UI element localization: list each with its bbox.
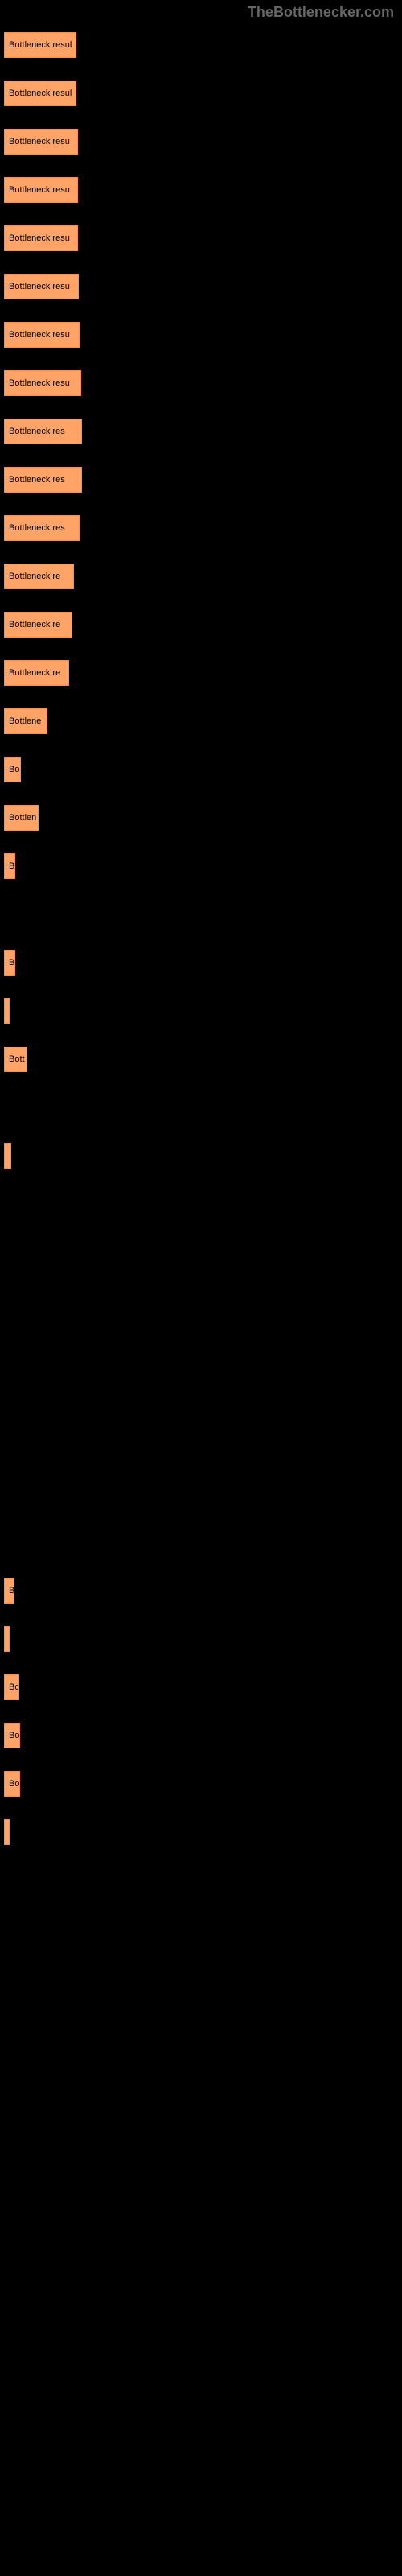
bar-label: Bottleneck resu: [9, 137, 70, 147]
bar-row: [4, 1433, 402, 1459]
bar[interactable]: B: [4, 1578, 14, 1604]
bar[interactable]: Bottleneck re: [4, 564, 74, 589]
bar-row: B: [4, 853, 402, 879]
bar-label: Bott: [9, 1055, 25, 1064]
bar-row: [4, 1143, 402, 1169]
bar[interactable]: Bottleneck resu: [4, 370, 81, 396]
bar-row: B: [4, 950, 402, 976]
bar[interactable]: Bo: [4, 1723, 20, 1748]
bar-chart: Bottleneck resul Bottleneck resul Bottlene…: [0, 0, 402, 1845]
bar[interactable]: Bo: [4, 757, 21, 782]
bar-label: B: [9, 958, 14, 968]
bar-label: Bottleneck re: [9, 668, 60, 678]
bar-row: Bottleneck resul: [4, 32, 402, 58]
bar[interactable]: [4, 998, 10, 1024]
bar-row: [4, 1530, 402, 1555]
bar-row: Bo: [4, 757, 402, 782]
bar-row: Bottleneck resu: [4, 129, 402, 155]
bar-label: Bottleneck resul: [9, 89, 72, 98]
bar[interactable]: Bottleneck resu: [4, 129, 78, 155]
bar-row: Bottleneck resu: [4, 177, 402, 203]
bar-row: Bottleneck res: [4, 467, 402, 493]
bar[interactable]: [4, 1626, 10, 1652]
bar-row: [4, 1240, 402, 1265]
bar-label: Bo: [9, 1682, 19, 1692]
watermark-text: TheBottlenecker.com: [248, 4, 394, 21]
bar[interactable]: Bottleneck resu: [4, 274, 79, 299]
bar-label: Bottleneck resu: [9, 233, 70, 243]
bar-label: Bottleneck resu: [9, 330, 70, 340]
bar[interactable]: Bottleneck res: [4, 419, 82, 444]
bar-row: Bott: [4, 1046, 402, 1072]
bar[interactable]: Bottlene: [4, 708, 47, 734]
bar[interactable]: B: [4, 950, 15, 976]
bar-row: Bottleneck res: [4, 515, 402, 541]
bar-row: Bottlen: [4, 805, 402, 831]
bar-label: Bottleneck resu: [9, 185, 70, 195]
bar-label: Bo: [9, 765, 19, 774]
bar[interactable]: [4, 1819, 10, 1845]
bar[interactable]: Bottlen: [4, 805, 39, 831]
bar[interactable]: Bo: [4, 1771, 20, 1797]
bar-row: [4, 998, 402, 1024]
bar-label: Bottleneck resu: [9, 282, 70, 291]
bar-label: Bottleneck resul: [9, 40, 72, 50]
bar[interactable]: Bo: [4, 1674, 19, 1700]
bar-label: Bottleneck res: [9, 475, 65, 485]
bar-row: Bottleneck resu: [4, 370, 402, 396]
bar-label: Bottleneck res: [9, 427, 65, 436]
bar-label: Bottlen: [9, 813, 36, 823]
bar-row: [4, 1626, 402, 1652]
bar[interactable]: Bott: [4, 1046, 27, 1072]
bar-row: [4, 1819, 402, 1845]
bar-row: Bottleneck re: [4, 612, 402, 638]
bar[interactable]: Bottleneck re: [4, 660, 69, 686]
bar[interactable]: Bottleneck res: [4, 467, 82, 493]
bar[interactable]: Bottleneck resu: [4, 322, 80, 348]
bar-row: [4, 1288, 402, 1314]
bar-row: Bottlene: [4, 708, 402, 734]
bar-row: [4, 902, 402, 927]
bar-row: Bo: [4, 1674, 402, 1700]
bar-row: [4, 1191, 402, 1217]
bar-row: B: [4, 1578, 402, 1604]
bar-label: Bottlene: [9, 716, 41, 726]
bar-row: [4, 1095, 402, 1121]
bar-row: Bottleneck resu: [4, 274, 402, 299]
bar[interactable]: Bottleneck resul: [4, 80, 76, 106]
bar[interactable]: Bottleneck resu: [4, 225, 78, 251]
bar-row: Bo: [4, 1723, 402, 1748]
bar-row: Bottleneck resul: [4, 80, 402, 106]
bar[interactable]: B: [4, 853, 15, 879]
bar-row: Bottleneck re: [4, 564, 402, 589]
bar-label: Bottleneck re: [9, 572, 60, 581]
bar-row: Bottleneck resu: [4, 322, 402, 348]
bar-row: Bo: [4, 1771, 402, 1797]
bar-label: Bottleneck re: [9, 620, 60, 630]
bar-row: Bottleneck resu: [4, 225, 402, 251]
bar[interactable]: Bottleneck resul: [4, 32, 76, 58]
bar-row: Bottleneck re: [4, 660, 402, 686]
bar-label: B: [9, 1586, 14, 1596]
bar-row: [4, 1481, 402, 1507]
bar[interactable]: Bottleneck re: [4, 612, 72, 638]
bar[interactable]: Bottleneck resu: [4, 177, 78, 203]
bar-label: Bottleneck res: [9, 523, 65, 533]
bar[interactable]: Bottleneck res: [4, 515, 80, 541]
bar-label: Bottleneck resu: [9, 378, 70, 388]
bar-label: Bo: [9, 1731, 19, 1740]
bar-label: Bo: [9, 1779, 19, 1789]
bar-row: Bottleneck res: [4, 419, 402, 444]
bar-row: [4, 1336, 402, 1362]
bar-label: B: [9, 861, 14, 871]
bar[interactable]: [4, 1143, 11, 1169]
bar-row: [4, 1385, 402, 1410]
